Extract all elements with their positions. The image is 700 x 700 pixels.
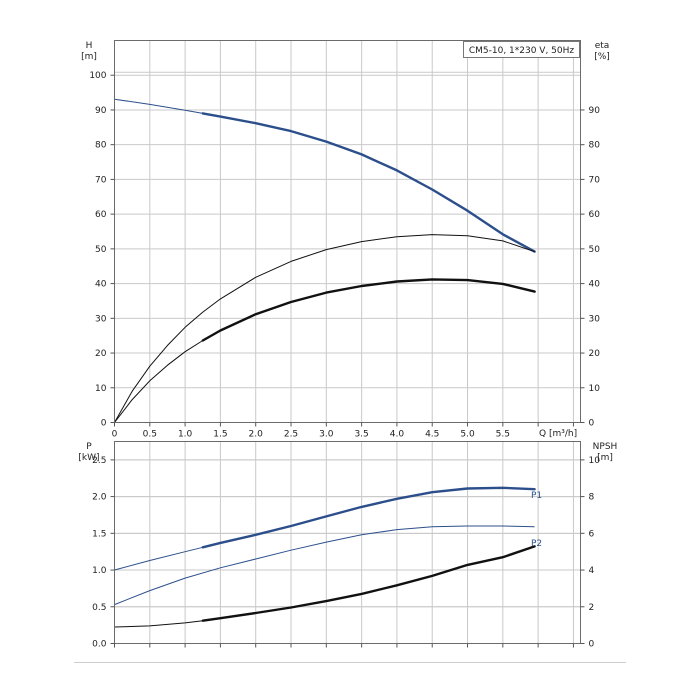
upper-left-tick-label: 40 — [95, 280, 107, 290]
x-tick-label-0: 0 — [112, 430, 118, 440]
upper-right-tick-label: 80 — [589, 141, 601, 151]
upper-left-tick-label: 50 — [95, 245, 107, 255]
legend-box — [463, 41, 580, 58]
lower-right-tick-label: 6 — [589, 529, 595, 539]
x-tick-label-1-0: 1.0 — [178, 430, 193, 440]
lower-plot-frame — [114, 441, 581, 644]
lower-left-tick-label: 0.0 — [92, 640, 107, 650]
lower-left-tick-label: 2.0 — [92, 493, 107, 503]
lower-left-tick-label: 0.5 — [92, 603, 106, 613]
legend-label: CM5-10, 1*230 V, 50Hz — [469, 46, 575, 56]
x-tick-label-5-0: 5.0 — [460, 430, 475, 440]
lower-left-tick-label: 1.0 — [92, 566, 107, 576]
axis-layer: 0 0.5 1.0 1.5 2.0 2.5 3.0 3.5 4.0 4.5 5.0 5.5010203… — [89, 71, 600, 649]
upper-curve-2 — [114, 234, 535, 423]
lower-right-tick-label: 4 — [589, 566, 595, 576]
x-tick-label-0-5: 0.5 — [143, 430, 157, 440]
lower-curve-3-operating-range — [201, 545, 536, 622]
grid-layer — [114, 40, 581, 644]
series-label-p2: P2 — [531, 539, 542, 549]
lower-left-axis-unit: [kW] — [78, 453, 99, 463]
lower-curve-3 — [114, 545, 535, 628]
lower-right-tick-label: 2 — [589, 603, 595, 613]
frame-layer — [74, 40, 626, 663]
upper-plot-frame — [114, 40, 581, 423]
upper-right-tick-label: 90 — [589, 106, 601, 116]
lower-left-tick-label: 1.5 — [92, 529, 106, 539]
lower-right-tick-label: 10 — [589, 456, 601, 466]
upper-right-tick-label: 0 — [589, 419, 595, 429]
x-tick-label-1-5: 1.5 — [213, 430, 227, 440]
x-tick-label-2-0: 2.0 — [249, 430, 264, 440]
upper-left-tick-label: 30 — [95, 314, 107, 324]
upper-right-tick-label: 60 — [589, 210, 601, 220]
upper-curve-3-operating-range — [201, 278, 536, 342]
curve-p2 — [114, 525, 535, 606]
x-tick-label-4-5: 4.5 — [425, 430, 439, 440]
x-tick-label-4-0: 4.0 — [390, 430, 405, 440]
upper-right-tick-label: 40 — [589, 280, 601, 290]
x-tick-label-3-0: 3.0 — [319, 430, 334, 440]
lower-right-tick-label: 0 — [589, 640, 595, 650]
curve-layer — [114, 98, 536, 628]
upper-right-axis-title: eta — [595, 41, 610, 51]
lower-left-axis-title: P — [86, 442, 92, 452]
upper-left-tick-label: 20 — [95, 349, 107, 359]
lower-right-axis-title: NPSH — [593, 442, 618, 452]
upper-right-axis-unit: [%] — [594, 52, 610, 62]
upper-left-tick-label: 60 — [95, 210, 107, 220]
series-label-p1: P1 — [531, 491, 542, 501]
x-tick-label-5-5: 5.5 — [496, 430, 510, 440]
upper-left-tick-label: 100 — [89, 71, 106, 81]
x-tick-label-3-5: 3.5 — [354, 430, 368, 440]
lower-right-tick-label: 8 — [589, 493, 595, 503]
upper-left-tick-label: 0 — [101, 419, 107, 429]
upper-curve-3 — [114, 278, 535, 423]
curve-p1-operating-range — [201, 486, 536, 549]
upper-curve-1 — [114, 98, 535, 253]
upper-left-tick-label: 90 — [95, 106, 107, 116]
upper-left-tick-label: 70 — [95, 175, 107, 185]
upper-curve-1-operating-range — [201, 112, 536, 253]
upper-right-tick-label: 20 — [589, 349, 601, 359]
upper-right-tick-label: 50 — [589, 245, 601, 255]
upper-right-tick-label: 30 — [589, 314, 601, 324]
lower-left-tick-label: 2.5 — [92, 456, 106, 466]
upper-right-tick-label: 10 — [589, 384, 601, 394]
upper-left-axis-title: H — [86, 41, 93, 51]
upper-left-axis-unit: [m] — [81, 52, 97, 62]
upper-left-tick-label: 80 — [95, 141, 107, 151]
upper-right-tick-label: 70 — [589, 175, 601, 185]
x-axis-title: Q [m³/h] — [539, 429, 577, 439]
x-tick-label-2-5: 2.5 — [284, 430, 298, 440]
curve-p1 — [114, 487, 535, 571]
upper-left-tick-label: 10 — [95, 384, 107, 394]
lower-right-axis-unit: [m] — [597, 453, 613, 463]
